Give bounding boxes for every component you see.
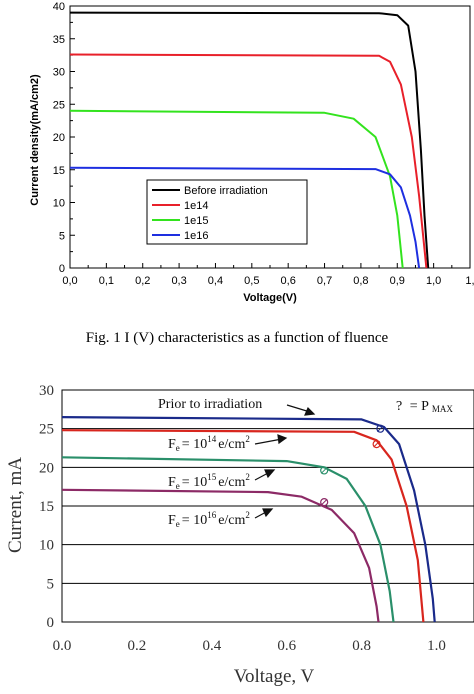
chart-2-label-series-1: Fe = 1014 e/cm2 <box>168 434 250 453</box>
chart-1-series-line-2 <box>69 109 404 269</box>
marker-legend-text: = P <box>410 399 429 414</box>
chart-1-x-tick-label: 0,9 <box>390 275 405 287</box>
chart-1-x-tick-label: 1,0 <box>426 275 441 287</box>
chart-2: 0 5 10 15 20 25 30 0.0 0.2 0.4 0.6 0.8 1.0 Voltage,… <box>5 383 474 687</box>
chart-1-x-tick-label: 0,2 <box>135 275 150 287</box>
chart-1-x-tick-label: 0,4 <box>208 275 223 287</box>
chart-2-y-tick-label: 15 <box>39 499 54 515</box>
chart-1-y-tick-label: 10 <box>53 198 65 210</box>
arrow-series-1 <box>254 438 283 445</box>
chart-1-x-tick-label: 0,7 <box>317 275 332 287</box>
chart-1: 0 5 10 15 20 25 30 35 40 0,0 0,1 0,2 0,3 0,4 0,5 0,6 0,… <box>29 1 474 304</box>
chart-1-x-tick-label: 1, <box>465 275 474 287</box>
svg-text:? = P MAX: ? = P MAX <box>396 399 453 414</box>
chart-1-y-tick-label: 5 <box>59 230 65 242</box>
chart-1-y-axis-label: Current density(mA/cm2) <box>29 74 41 206</box>
chart-2-x-tick-label: 1.0 <box>427 638 446 654</box>
chart-2-annotation-arrows <box>254 404 316 519</box>
chart-2-max-power-marker-2 <box>320 466 329 475</box>
chart-1-x-tick-label: 0,8 <box>353 275 368 287</box>
chart-2-x-tick-label: 0.8 <box>352 638 371 654</box>
chart-1-x-tick-label: 0,1 <box>99 275 114 287</box>
chart-2-series-line-0 <box>61 416 436 623</box>
chart-2-y-tick-label: 30 <box>39 383 54 399</box>
arrowhead-series-2 <box>264 469 276 479</box>
chart-1-legend-label-1: 1e14 <box>184 200 208 212</box>
chart-1-x-tick-label: 0,0 <box>62 275 77 287</box>
chart-2-x-tick-label: 0.6 <box>277 638 296 654</box>
chart-1-y-tick-label: 15 <box>53 165 65 177</box>
chart-2-x-tick-label: 0.0 <box>53 638 72 654</box>
chart-2-series-line-2 <box>61 456 395 623</box>
chart-1-series-line-1 <box>69 53 428 269</box>
figure-caption: Fig. 1 I (V) characteristics as a functi… <box>86 330 389 346</box>
chart-2-x-axis-label: Voltage, V <box>234 666 315 687</box>
chart-2-x-tick-label: 0.2 <box>128 638 147 654</box>
chart-1-legend-label-2: 1e15 <box>184 215 208 227</box>
chart-2-max-power-marker-1 <box>372 440 381 449</box>
chart-1-legend-label-0: Before irradiation <box>184 185 268 197</box>
chart-2-marker-legend: ? = P MAX <box>396 399 453 414</box>
chart-2-y-tick-label: 0 <box>47 615 55 631</box>
chart-2-label-series-3: Fe = 1016 e/cm2 <box>168 510 250 529</box>
chart-2-max-power-marker-3 <box>320 498 329 507</box>
chart-2-y-tick-label: 10 <box>39 538 54 554</box>
chart-2-y-tick-label: 25 <box>39 422 54 438</box>
chart-2-label-series-2: Fe = 1015 e/cm2 <box>168 472 250 491</box>
chart-1-x-tick-label: 0,5 <box>244 275 259 287</box>
marker-legend-sub: MAX <box>432 404 454 414</box>
chart-1-x-tick-label: 0,6 <box>281 275 296 287</box>
chart-1-x-axis-label: Voltage(V) <box>243 292 297 304</box>
arrowhead-series-3 <box>262 508 274 518</box>
marker-legend-symbol: ? <box>396 399 402 414</box>
chart-1-legend: Before irradiation 1e14 1e15 1e16 <box>146 179 308 245</box>
chart-1-y-tick-label: 25 <box>53 99 65 111</box>
chart-2-y-axis-label: Current, mA <box>5 457 26 553</box>
chart-2-x-tick-label: 0.4 <box>202 638 221 654</box>
chart-2-y-tick-label: 5 <box>47 576 55 592</box>
chart-1-series-line-0 <box>69 11 430 269</box>
chart-2-series-line-3 <box>61 488 380 623</box>
chart-2-max-power-marker-0 <box>376 424 385 433</box>
chart-1-y-tick-label: 20 <box>53 132 65 144</box>
chart-1-y-tick-label: 40 <box>53 1 65 13</box>
chart-1-series-line-3 <box>69 166 421 269</box>
chart-1-legend-label-3: 1e16 <box>184 230 208 242</box>
chart-2-label-series-0: Prior to irradiation <box>158 397 262 412</box>
chart-2-y-tick-label: 20 <box>39 460 54 476</box>
chart-1-x-tick-label: 0,3 <box>171 275 186 287</box>
chart-1-y-tick-label: 30 <box>53 67 65 79</box>
arrowhead-series-0 <box>304 406 316 416</box>
chart-1-y-tick-label: 0 <box>59 263 65 275</box>
chart-2-series-line-1 <box>61 429 425 623</box>
chart-1-y-tick-label: 35 <box>53 34 65 46</box>
arrowhead-series-1 <box>277 434 288 445</box>
